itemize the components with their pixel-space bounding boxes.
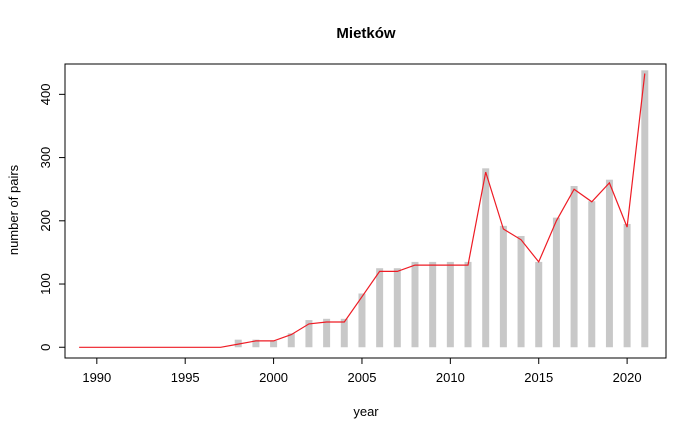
bar-2018 — [588, 201, 596, 348]
bar-2008 — [411, 261, 419, 348]
y-tick-label-100: 100 — [38, 273, 53, 295]
x-axis-label: year — [353, 404, 379, 419]
y-axis: 0 100 200 300 400 — [38, 83, 66, 351]
chart-title: Mietków — [336, 25, 396, 42]
bar-2010 — [446, 261, 454, 348]
bar-1998 — [234, 339, 242, 348]
bar-2001 — [287, 333, 295, 348]
bar-series — [234, 70, 649, 348]
bar-2016 — [552, 217, 560, 348]
bar-2009 — [429, 261, 437, 348]
y-tick-label-300: 300 — [38, 147, 53, 169]
bar-2006 — [376, 268, 384, 348]
bar-2005 — [358, 293, 366, 348]
line-series — [79, 73, 646, 348]
x-tick-label-1990: 1990 — [82, 370, 111, 385]
y-tick-label-400: 400 — [38, 83, 53, 105]
x-tick-label-2010: 2010 — [436, 370, 465, 385]
bar-2012 — [482, 168, 490, 348]
bar-2003 — [323, 318, 331, 348]
x-tick-label-2015: 2015 — [524, 370, 553, 385]
bar-2020 — [623, 223, 631, 348]
trend-line — [79, 73, 646, 348]
x-axis: 1990 1995 2000 2005 2010 2015 2020 — [82, 357, 642, 385]
x-tick-label-2020: 2020 — [613, 370, 642, 385]
y-tick-label-200: 200 — [38, 210, 53, 232]
x-tick-label-1995: 1995 — [171, 370, 200, 385]
bar-2021 — [641, 70, 649, 348]
bar-2013 — [499, 225, 507, 348]
bar-2004 — [340, 318, 348, 348]
bar-2011 — [464, 261, 472, 348]
bar-2019 — [605, 179, 613, 348]
bar-2017 — [570, 186, 578, 348]
x-tick-label-2000: 2000 — [259, 370, 288, 385]
bar-2015 — [535, 261, 543, 348]
x-tick-label-2005: 2005 — [348, 370, 377, 385]
bar-2014 — [517, 235, 525, 348]
bar-2007 — [393, 268, 401, 348]
bar-2000 — [270, 340, 278, 348]
y-tick-label-0: 0 — [38, 344, 53, 351]
y-axis-label: number of pairs — [6, 164, 21, 255]
bar-2002 — [305, 320, 313, 348]
bar-1999 — [252, 339, 260, 348]
